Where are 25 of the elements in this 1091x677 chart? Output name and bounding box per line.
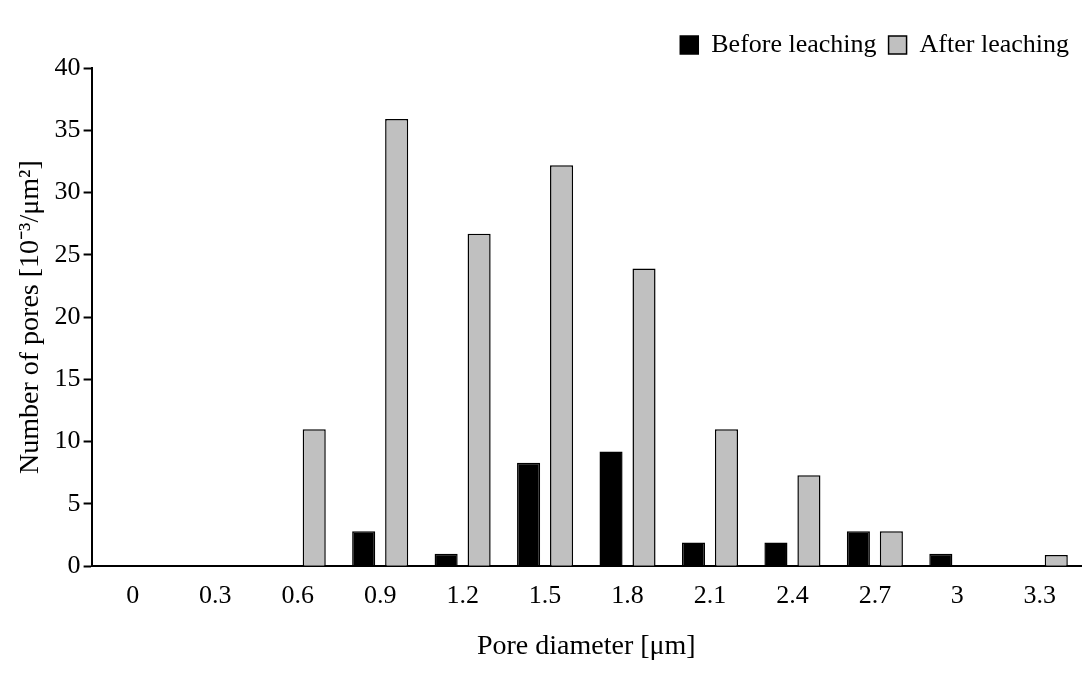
x-tick-label: 0	[126, 579, 140, 609]
y-tick-label: 35	[54, 114, 81, 144]
x-tick-label: 0.6	[281, 579, 314, 609]
x-tick-label: 1.5	[528, 579, 562, 609]
y-tick-label: 10	[54, 425, 81, 455]
x-axis-title: Pore diameter [μm]	[476, 628, 696, 660]
y-tick-label: 15	[54, 363, 81, 393]
x-tick-label: 0.9	[363, 579, 397, 609]
y-tick-label: 5	[67, 487, 81, 517]
y-tick-label: 30	[54, 176, 81, 206]
legend-label: Before leaching	[711, 28, 877, 58]
y-axis-title: Number of pores [10⁻³/μm²]	[13, 160, 45, 474]
legend-label: After leaching	[919, 28, 1070, 58]
x-tick-label: 3	[950, 579, 964, 609]
x-tick-label: 1.8	[611, 579, 644, 609]
x-tick-label: 2.1	[693, 579, 727, 609]
y-tick-label: 20	[54, 300, 81, 330]
y-tick-label: 40	[54, 51, 81, 81]
x-tick-label: 1.2	[446, 579, 479, 609]
y-tick-label: 25	[54, 238, 81, 268]
x-tick-label: 0.3	[199, 579, 232, 609]
y-tick-label: 0	[67, 550, 81, 580]
x-tick-label: 2.7	[858, 579, 892, 609]
x-tick-label: 3.3	[1023, 579, 1057, 609]
x-tick-label: 2.4	[776, 579, 809, 609]
